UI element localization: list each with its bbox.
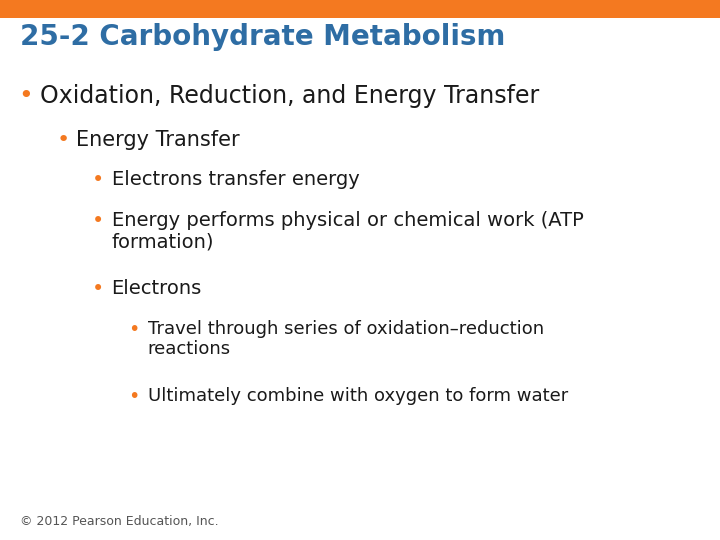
Text: •: • [18, 84, 32, 107]
Text: Oxidation, Reduction, and Energy Transfer: Oxidation, Reduction, and Energy Transfe… [40, 84, 539, 107]
Text: •: • [92, 279, 104, 299]
Text: Travel through series of oxidation–reduction
reactions: Travel through series of oxidation–reduc… [148, 320, 544, 359]
Text: © 2012 Pearson Education, Inc.: © 2012 Pearson Education, Inc. [20, 515, 219, 528]
Text: Energy Transfer: Energy Transfer [76, 130, 239, 150]
Text: Electrons transfer energy: Electrons transfer energy [112, 170, 359, 189]
Text: •: • [92, 211, 104, 231]
Text: Ultimately combine with oxygen to form water: Ultimately combine with oxygen to form w… [148, 387, 568, 404]
Text: •: • [92, 170, 104, 190]
Text: Energy performs physical or chemical work (ATP
formation): Energy performs physical or chemical wor… [112, 211, 583, 252]
Text: •: • [56, 130, 69, 150]
Text: Electrons: Electrons [112, 279, 202, 298]
Text: •: • [128, 387, 140, 406]
Text: 25-2 Carbohydrate Metabolism: 25-2 Carbohydrate Metabolism [20, 23, 505, 51]
Text: •: • [128, 320, 140, 339]
